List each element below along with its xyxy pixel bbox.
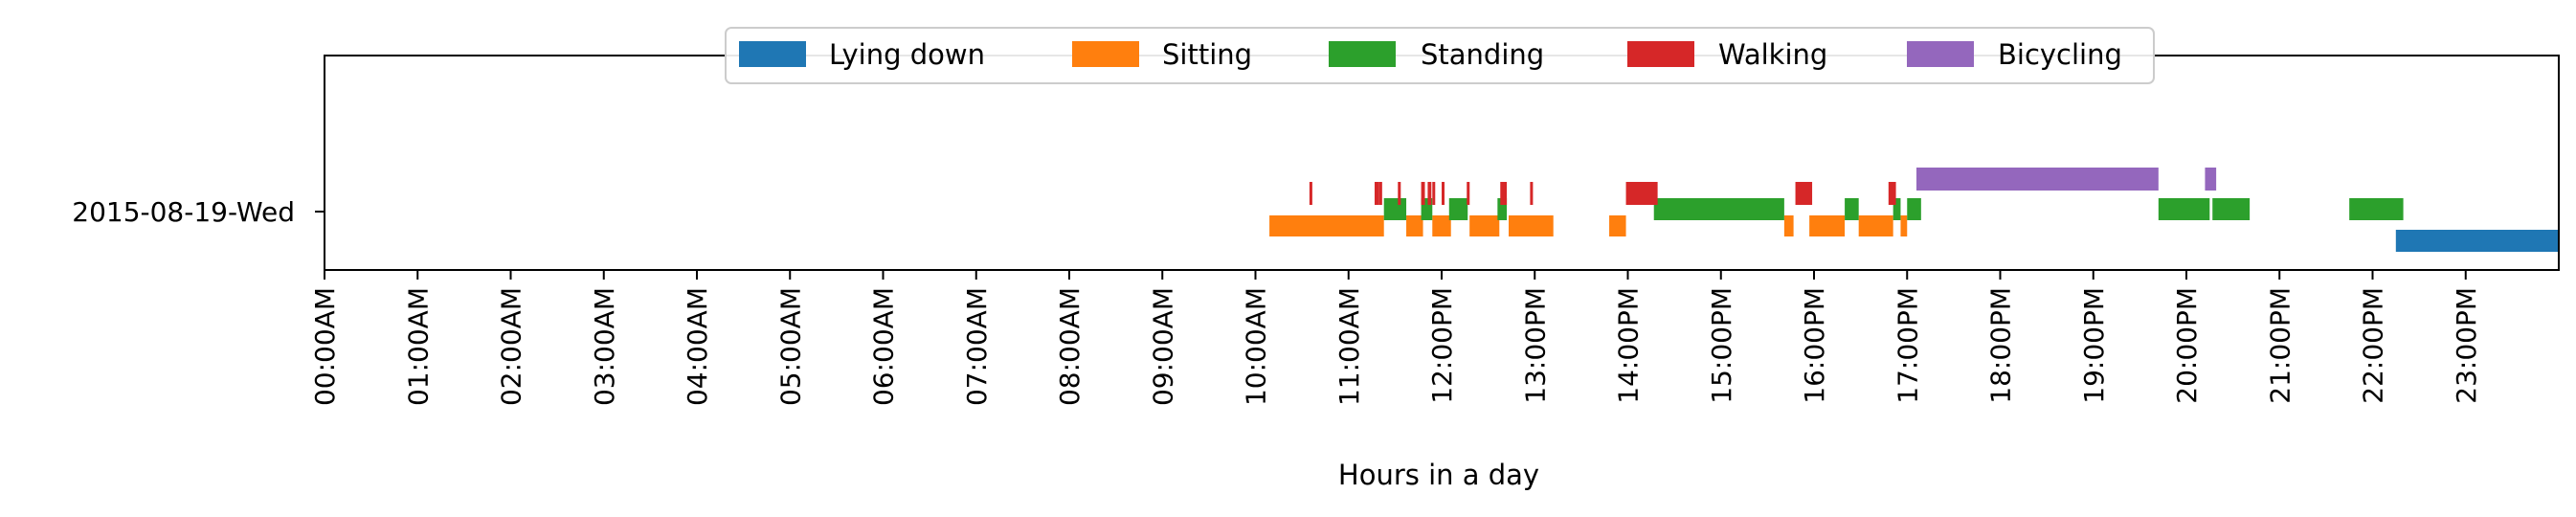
x-tick-label: 10:00AM xyxy=(1241,287,1272,406)
bar-sitting xyxy=(1900,215,1908,236)
bar-standing xyxy=(1893,198,1901,220)
bar-walking xyxy=(1795,182,1813,205)
x-tick-label: 11:00AM xyxy=(1333,287,1365,406)
bar-standing xyxy=(2349,198,2404,220)
bar-standing xyxy=(1845,198,1859,220)
legend-item-sitting: Sitting xyxy=(1072,38,1252,71)
legend-label-walking: Walking xyxy=(1718,38,1827,71)
legend-label-lying-down: Lying down xyxy=(829,38,985,71)
bar-bicycling xyxy=(1915,168,2159,191)
bar-walking xyxy=(1398,182,1401,205)
bar-sitting xyxy=(1406,215,1423,236)
x-tick-label: 09:00AM xyxy=(1147,287,1178,406)
legend-item-walking: Walking xyxy=(1627,38,1827,71)
bar-walking xyxy=(1467,182,1470,205)
x-tick-label: 08:00AM xyxy=(1054,287,1086,406)
y-tick-label: 2015-08-19-Wed xyxy=(72,196,295,228)
legend-swatch-walking xyxy=(1627,41,1694,67)
bar-standing xyxy=(2158,198,2210,220)
bar-sitting xyxy=(1469,215,1500,236)
x-tick-label: 02:00AM xyxy=(496,287,527,406)
bar-walking xyxy=(1442,182,1445,205)
bar-sitting xyxy=(1432,215,1451,236)
y-axis: 2015-08-19-Wed xyxy=(72,196,325,228)
x-tick-label: 00:00AM xyxy=(309,287,341,406)
legend-item-standing: Standing xyxy=(1329,38,1544,71)
x-axis-ticks xyxy=(324,270,2467,280)
bar-walking xyxy=(1500,182,1508,205)
plot-frame xyxy=(324,55,2560,271)
bar-walking xyxy=(1421,182,1425,205)
bar-walking xyxy=(1530,182,1534,205)
legend-label-standing: Standing xyxy=(1421,38,1544,71)
legend-swatch-bicycling xyxy=(1907,41,1974,67)
x-tick-label: 16:00PM xyxy=(1799,287,1830,404)
x-tick-label: 15:00PM xyxy=(1706,287,1737,404)
x-tick-label: 22:00PM xyxy=(2358,287,2389,404)
bar-standing xyxy=(1448,198,1468,220)
x-tick-label: 19:00PM xyxy=(2078,287,2110,404)
x-tick-label: 05:00AM xyxy=(774,287,806,406)
x-tick-label: 13:00PM xyxy=(1519,287,1551,404)
bar-standing xyxy=(1421,198,1433,220)
bar-walking xyxy=(1309,182,1312,205)
bar-sitting xyxy=(1509,215,1554,236)
bars xyxy=(1269,168,2559,252)
x-tick-label: 03:00AM xyxy=(589,287,620,406)
legend-label-sitting: Sitting xyxy=(1162,38,1252,71)
bar-walking xyxy=(1625,182,1658,205)
bar-standing xyxy=(1383,198,1407,220)
x-tick-label: 23:00PM xyxy=(2451,287,2482,404)
legend-item-lying-down: Lying down xyxy=(739,38,985,71)
bar-walking xyxy=(1888,182,1896,205)
x-tick-label: 01:00AM xyxy=(402,287,434,406)
x-tick-label: 06:00AM xyxy=(868,287,900,406)
legend-swatch-standing xyxy=(1329,41,1396,67)
x-axis-title: Hours in a day xyxy=(1338,459,1539,491)
bar-lying-down xyxy=(2395,230,2559,252)
bar-bicycling xyxy=(2205,168,2217,191)
legend: Lying down Sitting Standing Walking Bicy… xyxy=(725,27,2155,84)
x-tick-label: 21:00PM xyxy=(2264,287,2296,404)
bar-standing xyxy=(1497,198,1508,220)
bar-standing xyxy=(1653,198,1784,220)
x-tick-label: 20:00PM xyxy=(2171,287,2203,404)
x-axis-tick-labels: 00:00AM 01:00AM 02:00AM 03:00AM 04:00AM 05:00… xyxy=(309,287,2482,406)
bar-sitting xyxy=(1269,215,1384,236)
bar-walking xyxy=(1427,182,1432,205)
bar-walking xyxy=(1378,182,1382,205)
bar-sitting xyxy=(1609,215,1626,236)
bar-sitting xyxy=(1783,215,1794,236)
x-tick-label: 04:00AM xyxy=(682,287,713,406)
bar-walking xyxy=(1432,182,1436,205)
x-tick-label: 14:00PM xyxy=(1613,287,1645,404)
bar-sitting xyxy=(1858,215,1893,236)
x-tick-label: 18:00PM xyxy=(1985,287,2017,404)
legend-swatch-lying-down xyxy=(739,41,806,67)
x-tick-label: 17:00PM xyxy=(1892,287,1923,404)
bar-standing xyxy=(1907,198,1921,220)
bar-standing xyxy=(2212,198,2251,220)
legend-swatch-sitting xyxy=(1072,41,1139,67)
legend-label-bicycling: Bicycling xyxy=(1998,38,2122,71)
legend-item-bicycling: Bicycling xyxy=(1907,38,2122,71)
bar-sitting xyxy=(1809,215,1846,236)
bar-walking xyxy=(1374,182,1379,205)
x-tick-label: 12:00PM xyxy=(1426,287,1458,404)
x-tick-label: 07:00AM xyxy=(961,287,993,406)
